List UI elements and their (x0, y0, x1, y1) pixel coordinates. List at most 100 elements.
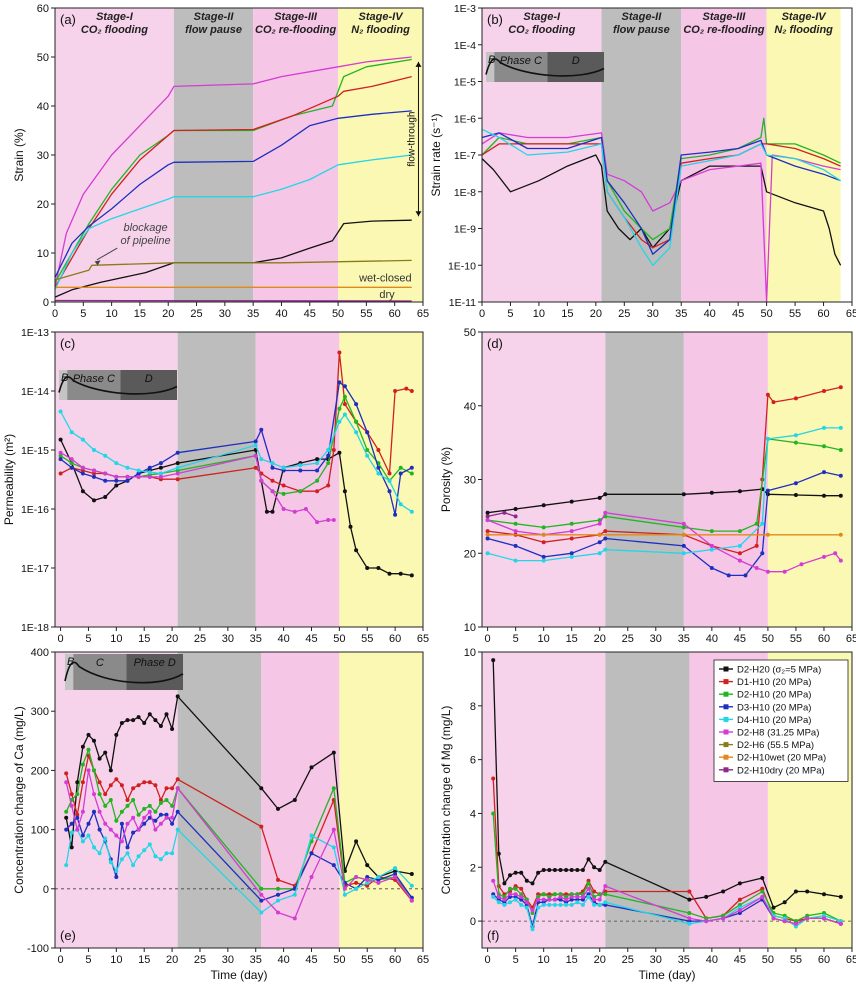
data-point-D3-H10 (75, 815, 80, 820)
data-point-D2-H20 (485, 510, 490, 515)
x-tick-label: 55 (789, 308, 801, 320)
data-point-D1-H10 (108, 783, 113, 788)
data-point-D4-H10 (147, 842, 152, 847)
data-point-D2-H8 (513, 892, 518, 897)
series-line-D4-H10 (487, 427, 841, 562)
x-axis-label: Time (day) (211, 968, 268, 982)
stage-band-2 (173, 8, 254, 302)
data-point-D2-H8 (253, 453, 258, 458)
data-point-D1-H10 (491, 776, 496, 781)
data-point-D2-H20 (782, 900, 787, 905)
data-point-D2-H10 (158, 801, 163, 805)
data-point-D2-H10 (131, 798, 136, 802)
data-point-D3-H10 (387, 489, 392, 494)
data-point-D2-H20 (603, 492, 608, 497)
annotation-arrow (96, 247, 118, 261)
data-point-D4-H10 (103, 836, 108, 841)
panel-d: 0 5 10 15 20 25 30 35 40 45 50 55 60 65 10 20 30 40 50 Poro… (439, 327, 856, 645)
data-point-D2-H8 (496, 894, 501, 899)
data-point-D4-H10 (175, 827, 180, 832)
stage-name: Stage-IV (782, 11, 828, 23)
data-point-D2-H8 (119, 839, 124, 844)
data-point-D1-H10 (737, 897, 742, 902)
x-tick-label: 40 (277, 633, 289, 645)
y-tick-label: 60 (37, 3, 49, 15)
x-tick-label: 65 (846, 633, 856, 645)
data-point-D1-H10 (158, 798, 163, 802)
data-point-D1-H10 (838, 385, 843, 390)
data-point-D2-H20 (760, 876, 765, 880)
series-line-D3-H10 (54, 110, 412, 278)
data-point-D2-H20 (125, 718, 130, 723)
data-point-D3-H10 (114, 875, 119, 879)
data-point-D1-H10 (58, 471, 63, 476)
data-point-D2-H8 (103, 471, 108, 476)
data-point-D2-H10 (354, 419, 359, 424)
data-point-D2-H20 (387, 571, 392, 576)
data-point-D2-H8 (519, 894, 524, 899)
data-point-D4-H10 (281, 465, 286, 470)
y-tick-label: 10 (464, 622, 476, 634)
plot-frame (54, 651, 424, 949)
x-tick-label: 15 (134, 308, 146, 320)
series-line-D2-H20 (60, 439, 412, 577)
data-point-D2-H8 (393, 875, 398, 879)
data-point-D2-H8 (125, 474, 130, 479)
series-line-D1-H10 (481, 143, 841, 249)
data-point-D2-H10 (331, 786, 336, 791)
x-tick-label: 65 (417, 633, 429, 645)
data-point-D2-H20 (592, 865, 597, 870)
y-tick-label: 10 (37, 248, 49, 260)
data-point-D2-H20 (175, 694, 180, 699)
data-point-D2-H8 (822, 916, 826, 921)
y-tick-label: 20 (37, 199, 49, 211)
inset-band-c (73, 654, 127, 690)
data-point-D4-H10 (541, 902, 546, 907)
legend-label-D2-H10dry: D2-H10dry (20 MPa) (737, 765, 825, 776)
y-tick-label: 1E-15 (21, 445, 49, 457)
data-point-D1-H10 (253, 465, 258, 470)
legend-marker-D2-H10 (723, 691, 729, 697)
data-point-D2-H20 (114, 483, 119, 488)
data-point-D4-H10 (592, 902, 597, 907)
plot-frame (54, 331, 424, 628)
data-point-D2-H20 (737, 489, 742, 494)
data-point-D1-H10 (92, 471, 96, 476)
data-point-D1-H10 (793, 396, 798, 401)
data-point-D2-H8 (575, 894, 580, 899)
data-point-D2-H20 (164, 712, 169, 717)
data-point-D4-H10 (337, 419, 342, 424)
x-tick-label: 40 (706, 954, 718, 966)
data-point-D4-H10 (108, 860, 113, 865)
data-point-D2-H8 (603, 510, 608, 515)
series-line-D2-H20 (65, 695, 412, 878)
data-point-D2-H8 (103, 821, 108, 826)
data-point-D2-H10 (687, 911, 692, 915)
data-point-D2-H10 (281, 491, 286, 496)
x-tick-label: 5 (85, 954, 91, 966)
data-point-D2-H8 (513, 529, 518, 534)
stage-desc: flow pause (613, 24, 670, 36)
x-tick-label: 55 (360, 308, 372, 320)
data-point-D2-H10 (69, 461, 74, 466)
y-tick-label: 2 (470, 862, 476, 874)
legend-box (713, 659, 849, 782)
data-point-D4-H10 (136, 854, 141, 859)
x-tick-label: 55 (790, 633, 802, 645)
data-point-D3-H10 (92, 474, 96, 479)
data-point-D2-H20 (597, 868, 602, 872)
data-point-D2-H8 (793, 921, 798, 926)
x-tick-label: 20 (590, 308, 602, 320)
stage-band-3 (253, 8, 339, 302)
data-point-D2-H8 (547, 897, 552, 902)
data-point-D2-H20 (69, 845, 74, 850)
data-point-D4-H10 (326, 448, 331, 452)
data-point-D3-H10 (726, 573, 731, 578)
stage-band-4 (339, 332, 423, 627)
data-point-D2-H20 (259, 786, 264, 791)
x-tick-label: 20 (166, 633, 178, 645)
y-tick-label: 300 (31, 706, 49, 718)
data-point-D4-H10 (409, 509, 414, 514)
x-tick-label: 65 (417, 954, 429, 966)
data-point-D4-H10 (393, 866, 398, 871)
